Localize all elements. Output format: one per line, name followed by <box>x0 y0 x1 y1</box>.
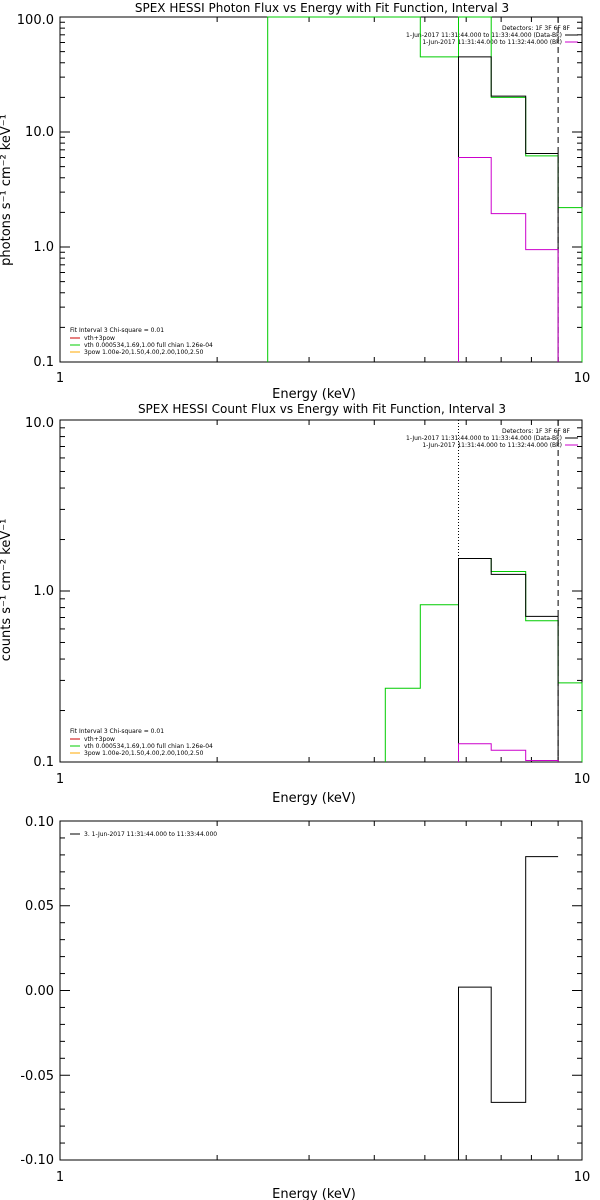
panel2-ylabel: counts s⁻¹ cm⁻² keV⁻¹ <box>0 519 14 662</box>
panel2-xtick-label: 1 <box>56 772 64 787</box>
panel1-axis-ticks <box>59 16 583 363</box>
panel3-xtick-label: 1 <box>56 1170 64 1185</box>
panel2-frame <box>59 419 583 763</box>
panel3-ytick-label: -0.10 <box>20 1153 54 1168</box>
panel2-legend-label: vth 0.000534,1.69,1.00 full chian 1.26e-… <box>84 743 213 750</box>
panel2-legend-label: vth+3pow <box>84 736 115 743</box>
panel1-legend-label: vth 0.000534,1.69,1.00 full chian 1.26e-… <box>84 342 213 349</box>
panel2-detectors-text: Detectors: 1F 3F 6F 8F <box>502 428 571 435</box>
panel-residuals: -0.10 -0.05 0.00 0.05 0.10 1 10 Energy (… <box>20 815 590 1200</box>
panel1-detectors-text: Detectors: 1F 3F 6F 8F <box>502 25 571 32</box>
histogram-series <box>458 558 559 762</box>
panel3-xlabel: Energy (keV) <box>272 1187 356 1200</box>
panel1-legend-label: 3pow 1.00e-20,1.50,4.00,2.00,100,2.50 <box>84 349 204 356</box>
panel2-legend-label: 3pow 1.00e-20,1.50,4.00,2.00,100,2.50 <box>84 750 204 757</box>
panel1-plot-area <box>267 16 583 362</box>
histogram-series <box>267 16 583 362</box>
panel1-xlabel: Energy (keV) <box>272 387 356 402</box>
panel3-legend-label: 3. 1-Jun-2017 11:31:44.000 to 11:33:44.0… <box>84 831 217 838</box>
panel1-legend-title: Fit Interval 3 Chi-square = 0.01 <box>70 327 164 334</box>
panel2-ytick-label: 0.1 <box>33 755 54 770</box>
panel1-ytick-label: 10.0 <box>25 125 54 140</box>
panel-photon-flux: SPEX HESSI Photon Flux vs Energy with Fi… <box>0 1 590 402</box>
panel-count-flux: SPEX HESSI Count Flux vs Energy with Fit… <box>0 402 590 806</box>
histogram-series <box>458 56 559 362</box>
panel2-xlabel: Energy (keV) <box>272 791 356 806</box>
panel1-ytick-label: 0.1 <box>33 355 54 370</box>
panel3-ytick-label: 0.00 <box>25 984 54 999</box>
panel1-title: SPEX HESSI Photon Flux vs Energy with Fi… <box>135 1 509 15</box>
panel3-axis-ticks <box>59 820 583 1161</box>
panel1-legend-label: vth+3pow <box>84 335 115 342</box>
panel2-data-interval-text: 1-Jun-2017 11:31:44.000 to 11:33:44.000 … <box>406 435 562 442</box>
histogram-series <box>384 558 583 762</box>
panel2-plot-area <box>384 420 583 762</box>
histogram-series <box>458 157 559 362</box>
panel1-bk-interval-text: 1-Jun-2017 11:31:44.000 to 11:32:44.000 … <box>422 39 562 46</box>
panel1-xtick-label: 10 <box>574 371 591 386</box>
panel3-ytick-label: 0.10 <box>25 815 54 830</box>
panel1-ytick-label: 1.0 <box>33 240 54 255</box>
panel3-ytick-label: -0.05 <box>20 1069 54 1084</box>
panel2-ytick-label: 10.0 <box>25 416 54 431</box>
panel1-xtick-label: 1 <box>56 371 64 386</box>
panel2-bk-interval-text: 1-Jun-2017 11:31:44.000 to 11:32:44.000 … <box>422 442 562 449</box>
histogram-series <box>458 743 559 762</box>
panel1-ytick-label: 100.0 <box>17 13 54 28</box>
panel3-frame <box>59 820 583 1161</box>
panel3-xtick-label: 10 <box>574 1170 591 1185</box>
panel2-axis-ticks <box>59 419 583 763</box>
panel1-ylabel: photons s⁻¹ cm⁻² keV⁻¹ <box>0 114 14 266</box>
panel3-ytick-label: 0.05 <box>25 899 54 914</box>
histogram-series <box>458 856 559 1160</box>
panel2-title: SPEX HESSI Count Flux vs Energy with Fit… <box>138 402 506 416</box>
panel1-frame <box>59 16 583 363</box>
panel1-data-interval-text: 1-Jun-2017 11:31:44.000 to 11:33:44.000 … <box>406 32 562 39</box>
panel2-ytick-label: 1.0 <box>33 584 54 599</box>
panel2-xtick-label: 10 <box>574 772 591 787</box>
panel3-plot-area <box>458 856 559 1160</box>
panel2-legend-title: Fit Interval 3 Chi-square = 0.01 <box>70 728 164 735</box>
